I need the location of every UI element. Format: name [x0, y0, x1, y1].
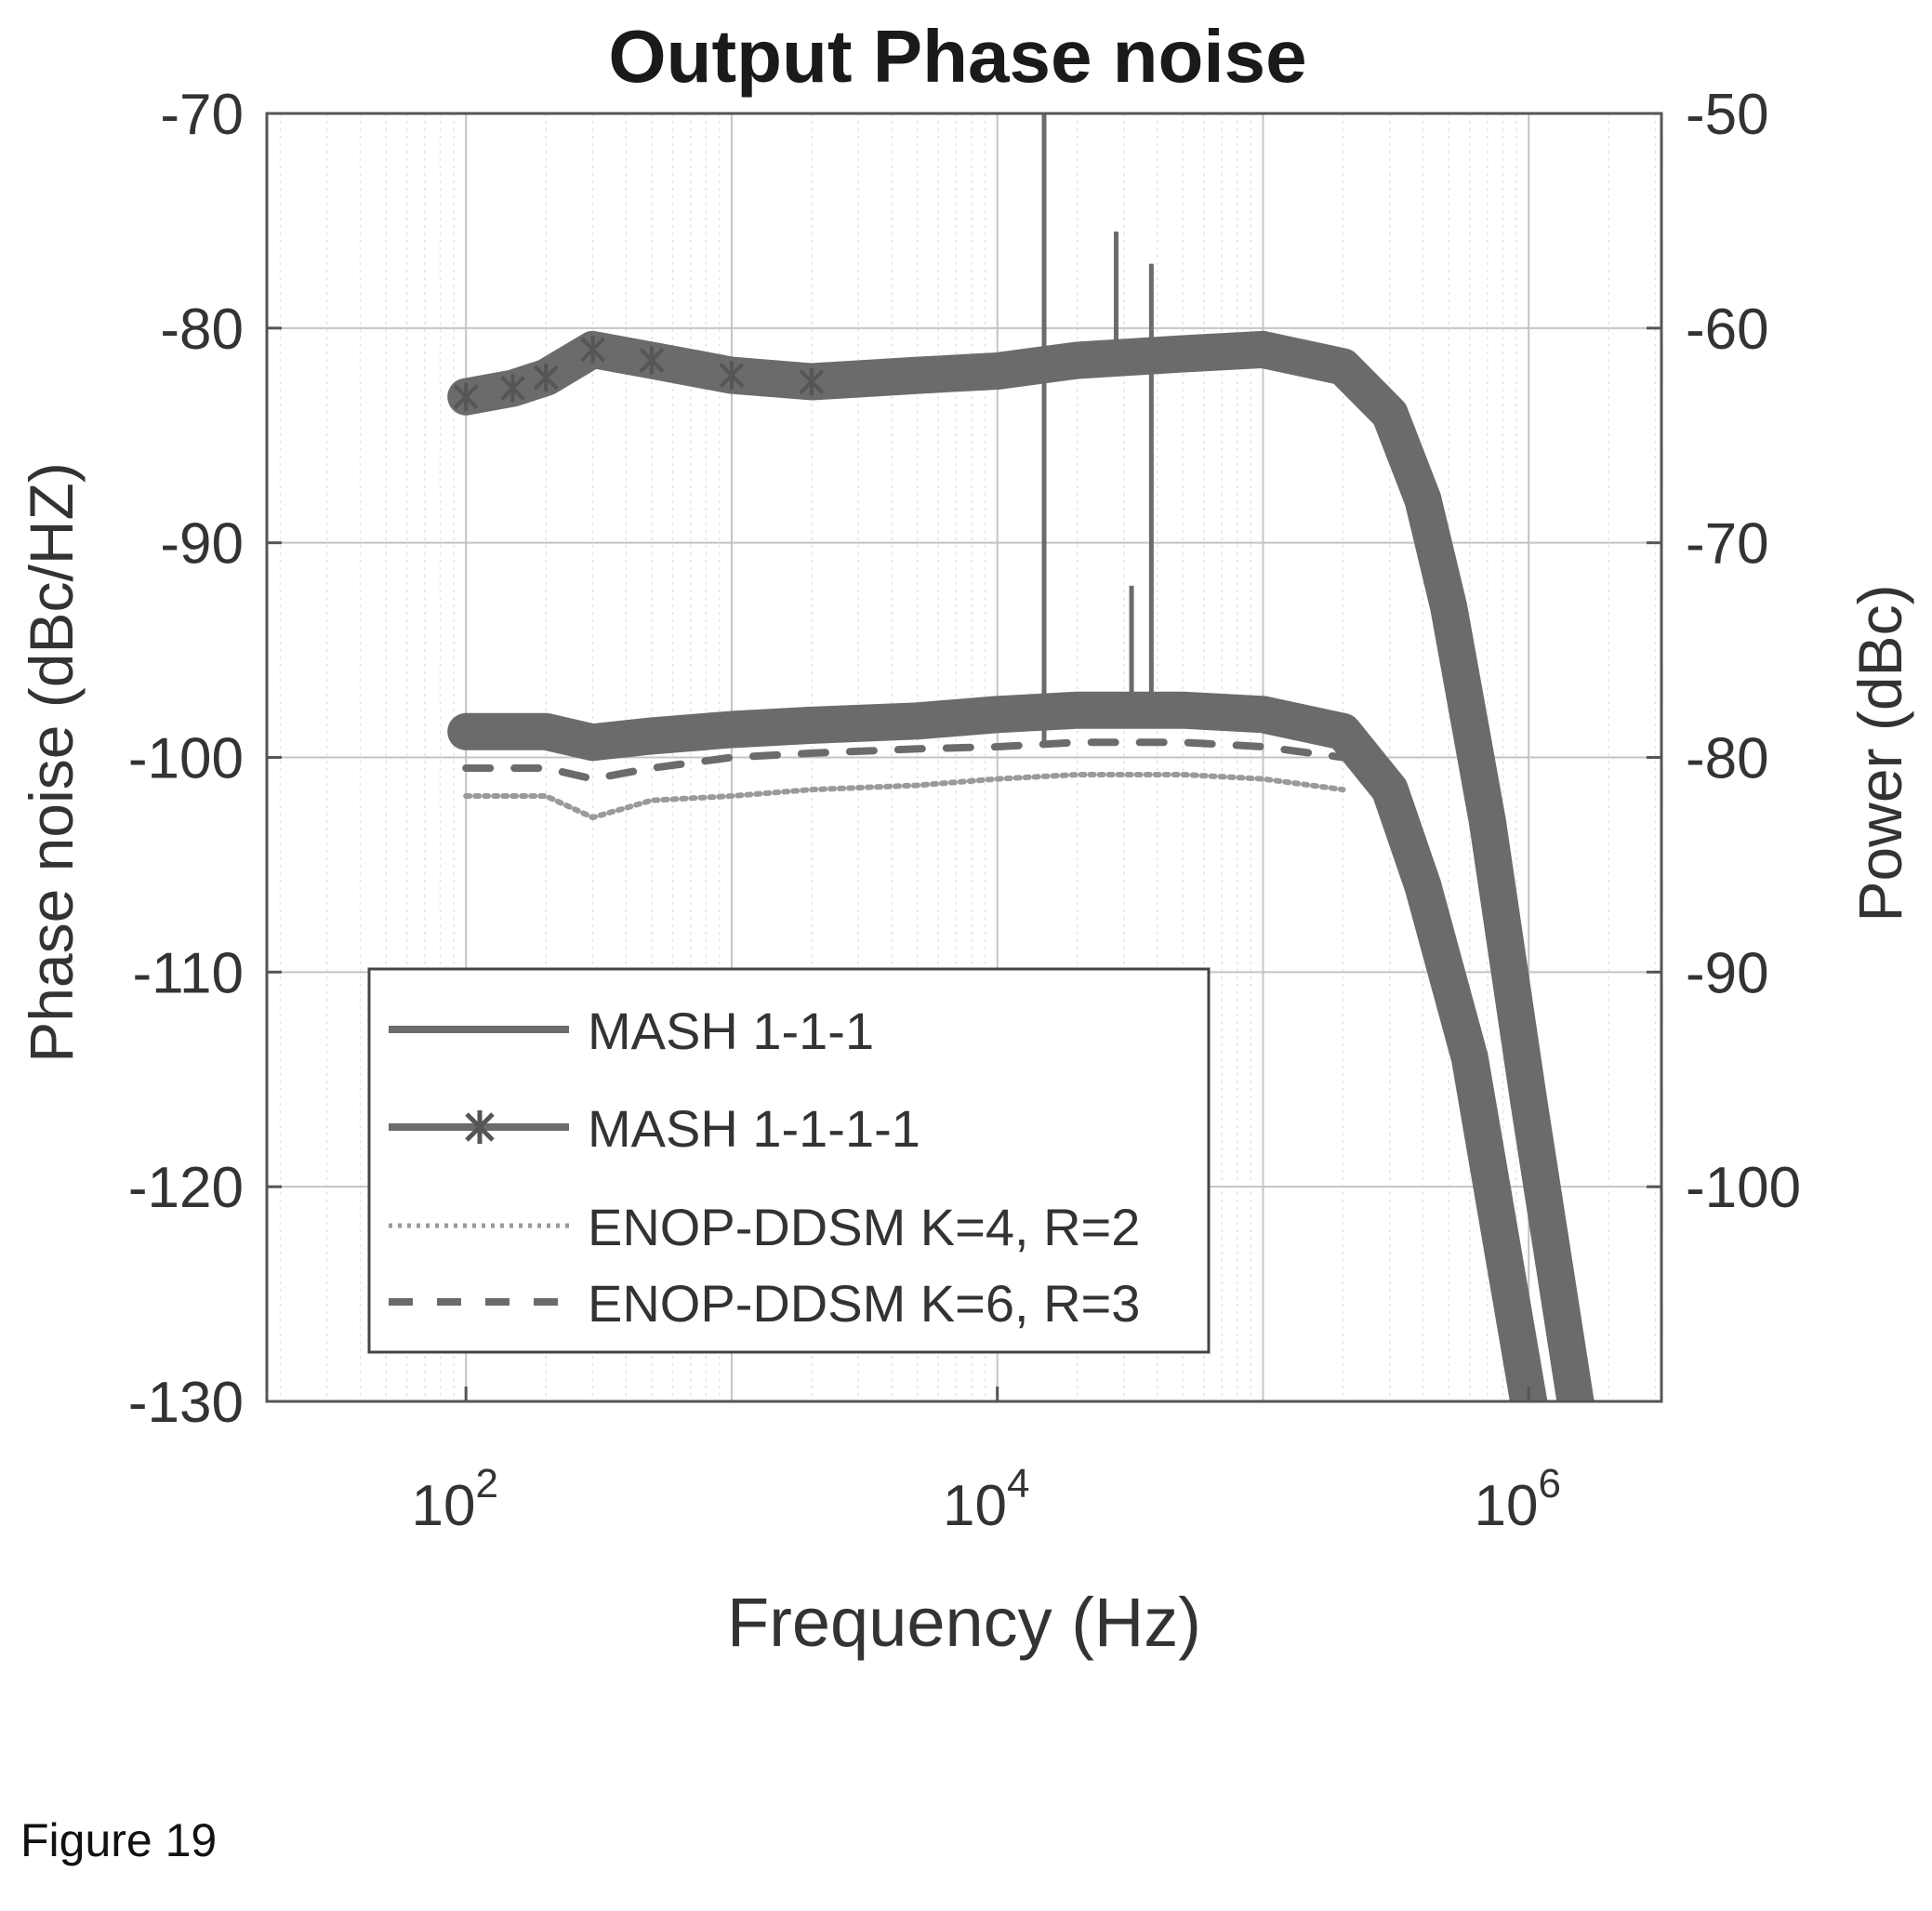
y2-tick-label: -90 — [1686, 941, 1769, 1005]
y2-tick-labels: -50 -60 -70 -80 -90 -100 — [1647, 83, 1801, 1220]
y-tick-label: -90 — [160, 512, 244, 577]
series-marker — [533, 363, 559, 391]
y-tick-label: -120 — [128, 1156, 244, 1220]
y-tick-label: -110 — [133, 941, 245, 1005]
x-tick-label: 104 — [943, 1461, 1029, 1538]
legend-label: MASH 1-1-1 — [588, 1002, 874, 1060]
y2-tick-label: -80 — [1686, 727, 1769, 791]
series-layer — [447, 113, 1595, 1401]
figure-caption: Figure 19 — [20, 1814, 218, 1866]
series-marker — [453, 382, 479, 411]
x-tick-label: 102 — [411, 1461, 497, 1538]
legend-label: ENOP-DDSM K=6, R=3 — [588, 1274, 1140, 1333]
series-line-3 — [463, 772, 1346, 821]
series-marker — [500, 374, 525, 403]
y-tick-label: -130 — [128, 1371, 244, 1435]
y-tick-label: -100 — [128, 727, 244, 791]
x-tick-labels: 102 104 106 — [411, 1387, 1561, 1538]
series-line-4 — [462, 738, 1347, 783]
x-axis-label: Frequency (Hz) — [727, 1584, 1201, 1661]
y2-axis-label: Power (dBc) — [1846, 584, 1914, 922]
series-line-1 — [447, 691, 1548, 1401]
y-tick-label: -80 — [160, 298, 244, 362]
legend: MASH 1-1-1 MASH 1-1-1-1 ENOP-DDSM K=4, R=2… — [367, 967, 1211, 1354]
legend-marker — [465, 1110, 495, 1144]
legend-label: ENOP-DDSM K=4, R=2 — [588, 1198, 1140, 1256]
series-marker — [639, 346, 665, 375]
series-marker — [799, 367, 825, 396]
chart-title: Output Phase noise — [608, 15, 1306, 98]
y2-tick-label: -70 — [1686, 512, 1769, 577]
legend-label: MASH 1-1-1-1 — [588, 1099, 920, 1158]
y-axis-label: Phase noise (dBc/HZ) — [17, 462, 86, 1063]
y2-tick-label: -60 — [1686, 298, 1769, 362]
y-tick-labels: -70 -80 -90 -100 -110 -120 -130 — [128, 83, 282, 1435]
y2-tick-label: -100 — [1686, 1156, 1801, 1220]
series-marker — [719, 361, 745, 390]
y2-tick-label: -50 — [1686, 83, 1769, 147]
series-marker — [580, 335, 605, 364]
y-tick-label: -70 — [160, 83, 244, 147]
x-tick-label: 106 — [1474, 1461, 1560, 1538]
